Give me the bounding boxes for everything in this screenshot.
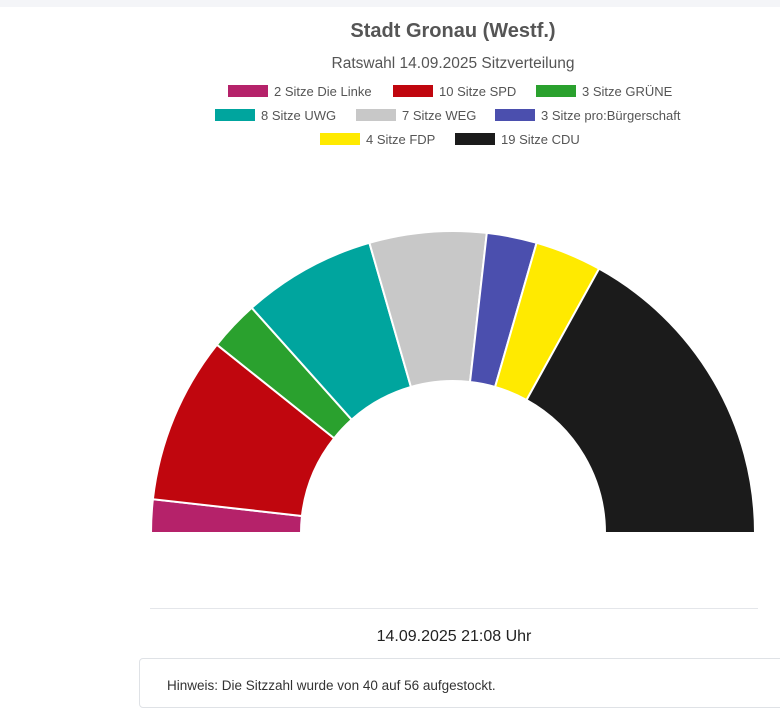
seat-distribution-chart: Stadt Gronau (Westf.) Ratswahl 14.09.202… xyxy=(149,20,757,534)
legend-swatch xyxy=(393,85,433,97)
legend-swatch xyxy=(495,109,535,121)
legend-label: 4 Sitze FDP xyxy=(366,132,435,147)
note-text: Hinweis: Die Sitzzahl wurde von 40 auf 5… xyxy=(167,678,496,693)
legend-label: 3 Sitze GRÜNE xyxy=(582,84,673,99)
top-bar xyxy=(0,0,780,7)
legend-swatch xyxy=(356,109,396,121)
legend-swatch xyxy=(215,109,255,121)
divider xyxy=(150,608,758,609)
legend-label: 2 Sitze Die Linke xyxy=(274,84,372,99)
legend-item[interactable]: 4 Sitze FDP xyxy=(320,132,435,147)
legend-label: 8 Sitze UWG xyxy=(261,108,336,123)
timestamp: 14.09.2025 21:08 Uhr xyxy=(376,628,532,645)
legend-swatch xyxy=(536,85,576,97)
legend-item[interactable]: 19 Sitze CDU xyxy=(455,132,580,147)
legend-item[interactable]: 7 Sitze WEG xyxy=(356,108,476,123)
seat-arcs xyxy=(149,230,757,534)
legend-item[interactable]: 2 Sitze Die Linke xyxy=(228,84,372,99)
chart-subtitle: Ratswahl 14.09.2025 Sitzverteilung xyxy=(332,55,575,72)
legend-swatch xyxy=(455,133,495,145)
chart-title: Stadt Gronau (Westf.) xyxy=(350,20,555,42)
legend-item[interactable]: 3 Sitze pro:Bürgerschaft xyxy=(495,108,681,123)
legend-label: 7 Sitze WEG xyxy=(402,108,476,123)
legend-item[interactable]: 8 Sitze UWG xyxy=(215,108,336,123)
legend-swatch xyxy=(228,85,268,97)
note-box: Hinweis: Die Sitzzahl wurde von 40 auf 5… xyxy=(139,658,780,708)
legend-label: 19 Sitze CDU xyxy=(501,132,580,147)
legend-label: 3 Sitze pro:Bürgerschaft xyxy=(541,108,681,123)
legend-label: 10 Sitze SPD xyxy=(439,84,516,99)
legend-swatch xyxy=(320,133,360,145)
legend: 2 Sitze Die Linke 10 Sitze SPD 3 Sitze GRÜ… xyxy=(215,84,681,147)
seat-arc[interactable] xyxy=(525,267,757,534)
legend-item[interactable]: 3 Sitze GRÜNE xyxy=(536,84,673,99)
legend-item[interactable]: 10 Sitze SPD xyxy=(393,84,516,99)
